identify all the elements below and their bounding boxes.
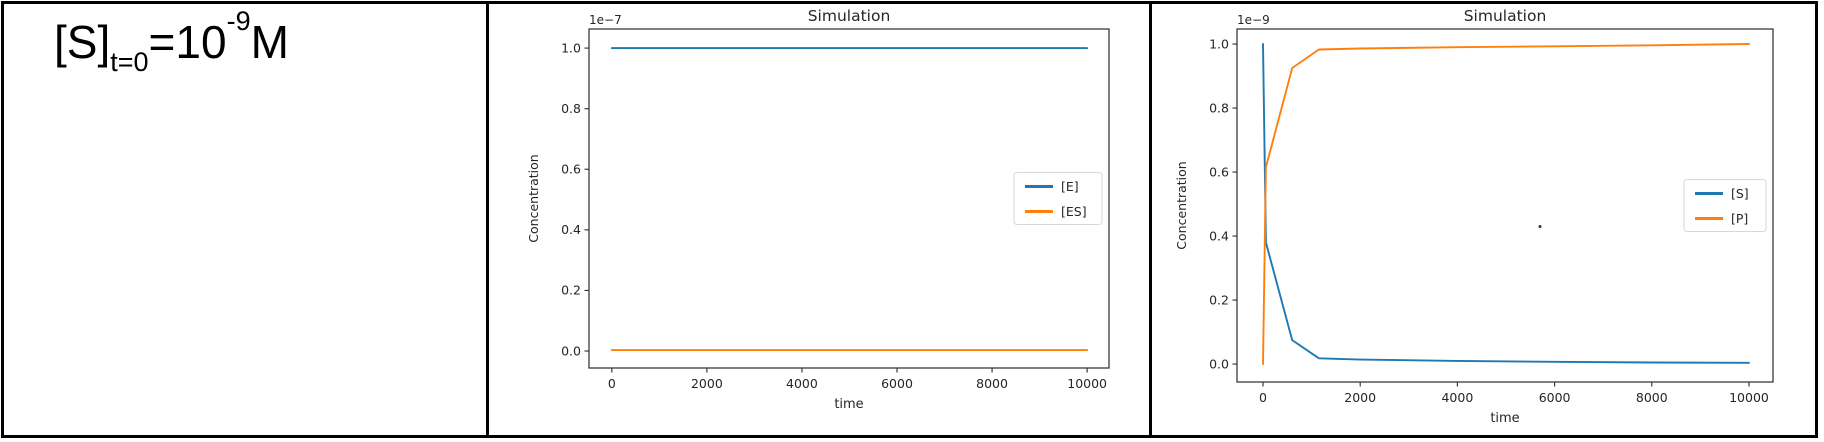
formula-subscript: t=0	[110, 46, 149, 77]
x-tick-label: 6000	[1539, 390, 1571, 405]
cell-substrate-condition: [S]t=0=10-9M	[4, 4, 489, 435]
series-P-line	[1262, 43, 1750, 366]
y-tick-label: 0.0	[1209, 356, 1229, 371]
y-tick-label: 0.6	[1209, 164, 1229, 179]
formula-body: =10	[148, 16, 227, 68]
y-tick-label: 0.6	[561, 162, 581, 177]
simulation-plot-s-p: 0.0 0.2 0.4 0.6 0.8 1.0 0 2000 4000 6000 8000 10000…	[1174, 7, 1774, 426]
chart-title: Simulation	[808, 7, 891, 25]
stray-dot	[1538, 224, 1542, 228]
initial-substrate-concentration: [S]t=0=10-9M	[4, 4, 486, 75]
x-tick-label: 6000	[881, 376, 913, 391]
x-tick-label: 2000	[691, 376, 723, 391]
y-tick-label: 0.0	[561, 343, 581, 358]
legend-label: [E]	[1061, 179, 1079, 194]
legend-box	[1683, 178, 1767, 233]
legend-label: [ES]	[1061, 204, 1087, 219]
x-tick-label: 4000	[1441, 390, 1473, 405]
x-tick-label: 0	[1259, 390, 1267, 405]
y-tick-label: 0.8	[561, 101, 581, 116]
y-axis-label: Concentration	[526, 154, 541, 242]
x-tick-label: 2000	[1344, 390, 1376, 405]
x-axis-label: time	[1490, 411, 1519, 426]
formula-base: [S]	[54, 16, 111, 68]
y-tick-label: 0.4	[561, 222, 581, 237]
x-axis-label: time	[834, 397, 863, 412]
y-axis-offset-text: 1e−7	[589, 13, 622, 27]
cell-plot-s-p: 0.0 0.2 0.4 0.6 0.8 1.0 0 2000 4000 6000 8000 10000…	[1152, 4, 1815, 435]
y-tick-label: 0.8	[1209, 100, 1229, 115]
legend-box	[1013, 171, 1103, 226]
y-tick-label: 0.2	[1209, 292, 1229, 307]
x-tick-label: 10000	[1729, 390, 1769, 405]
legend-label: [P]	[1731, 211, 1748, 226]
x-tick-label: 10000	[1067, 376, 1107, 391]
y-axis-offset-text: 1e−9	[1237, 13, 1270, 27]
x-tick-label: 4000	[786, 376, 818, 391]
y-tick-label: 1.0	[561, 40, 581, 55]
y-tick-label: 0.4	[1209, 228, 1229, 243]
chart-title: Simulation	[1464, 7, 1547, 25]
y-tick-label: 0.2	[561, 283, 581, 298]
legend-label: [S]	[1731, 186, 1749, 201]
series-S-line	[1262, 43, 1750, 364]
simulation-plot-e-es: 0.0 0.2 0.4 0.6 0.8 1.0 0 2000 4000 6000 8000 10000…	[526, 7, 1110, 412]
y-axis-label: Concentration	[1174, 161, 1189, 249]
x-tick-label: 0	[608, 376, 616, 391]
x-tick-label: 8000	[976, 376, 1008, 391]
x-tick-label: 8000	[1636, 390, 1668, 405]
formula-unit: M	[250, 16, 289, 68]
formula-exponent: -9	[226, 5, 251, 36]
y-tick-label: 1.0	[1209, 36, 1229, 51]
cell-plot-e-es: 0.0 0.2 0.4 0.6 0.8 1.0 0 2000 4000 6000 8000 10000…	[489, 4, 1152, 435]
